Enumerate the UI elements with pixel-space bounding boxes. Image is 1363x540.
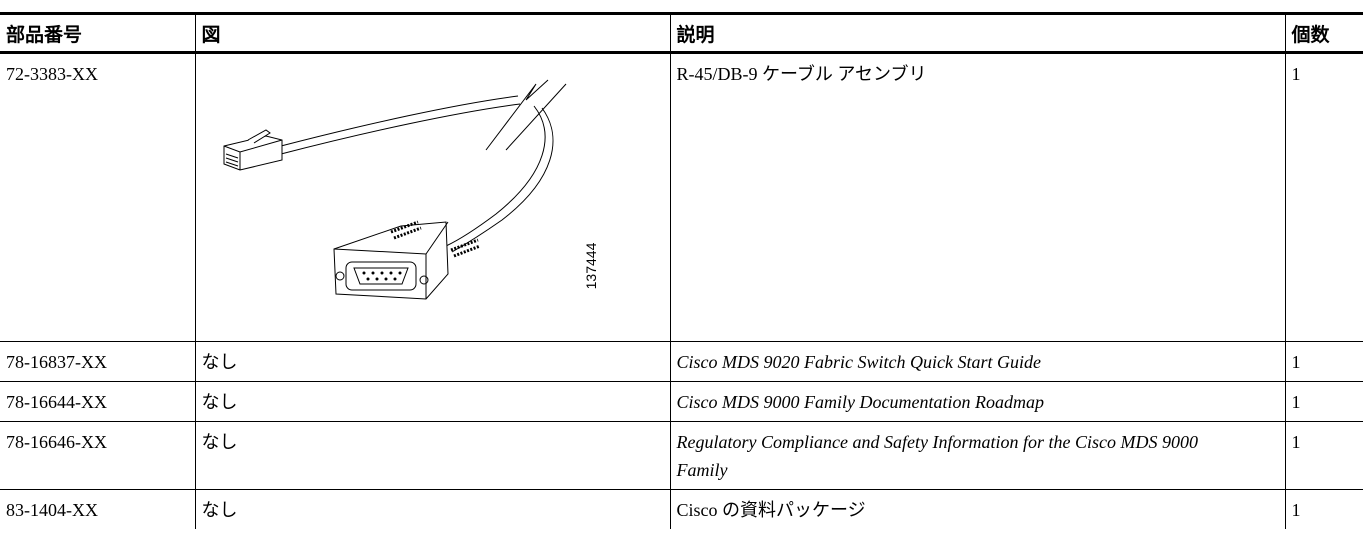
row: 78-16837-XX なし Cisco MDS 9020 Fabric Swi… xyxy=(0,341,1363,382)
part-number: 72-3383-XX xyxy=(6,64,98,84)
description: R-45/DB-9 ケーブル アセンブリ xyxy=(669,52,1285,342)
figure-cell: なし xyxy=(194,380,670,422)
row: 78-16646-XX なし Regulatory Compliance and… xyxy=(0,420,1363,490)
quantity: 1 xyxy=(1284,489,1363,529)
header-row: 部品番号 図 説明 個数 xyxy=(0,12,1363,54)
row: 83-1404-XX なし Cisco の資料パッケージ 1 xyxy=(0,489,1363,529)
description: Cisco の資料パッケージ xyxy=(669,489,1285,529)
figure-cell: 137444 xyxy=(194,52,670,342)
figure-cell: なし xyxy=(194,489,670,529)
description: Cisco MDS 9020 Fabric Switch Quick Start… xyxy=(669,341,1285,382)
cable-figure: 137444 xyxy=(223,79,599,300)
header-cell: 個数 xyxy=(1284,12,1363,54)
header-cell: 図 xyxy=(194,12,670,54)
figure-number: 137444 xyxy=(583,242,599,289)
parts-table: 部品番号 図 説明 個数 72-3383-XX xyxy=(0,12,1363,529)
figure-cell: なし xyxy=(194,420,670,490)
quantity: 1 xyxy=(1284,420,1363,490)
row: 72-3383-XX xyxy=(0,52,1363,342)
part-number: 78-16644-XX xyxy=(0,380,195,422)
quantity: 1 xyxy=(1284,341,1363,382)
part-number: 78-16646-XX xyxy=(0,420,195,490)
figure-cell: なし xyxy=(194,341,670,382)
row: 78-16644-XX なし Cisco MDS 9000 Family Doc… xyxy=(0,380,1363,422)
quantity: 1 xyxy=(1284,380,1363,422)
header-cell: 部品番号 xyxy=(0,12,195,54)
quantity: 1 xyxy=(1284,52,1363,342)
part-number: 83-1404-XX xyxy=(0,489,195,529)
description: Cisco MDS 9000 Family Documentation Road… xyxy=(669,380,1285,422)
header-cell: 説明 xyxy=(669,12,1285,54)
part-number: 78-16837-XX xyxy=(0,341,195,382)
description: Regulatory Compliance and Safety Informa… xyxy=(669,420,1285,490)
